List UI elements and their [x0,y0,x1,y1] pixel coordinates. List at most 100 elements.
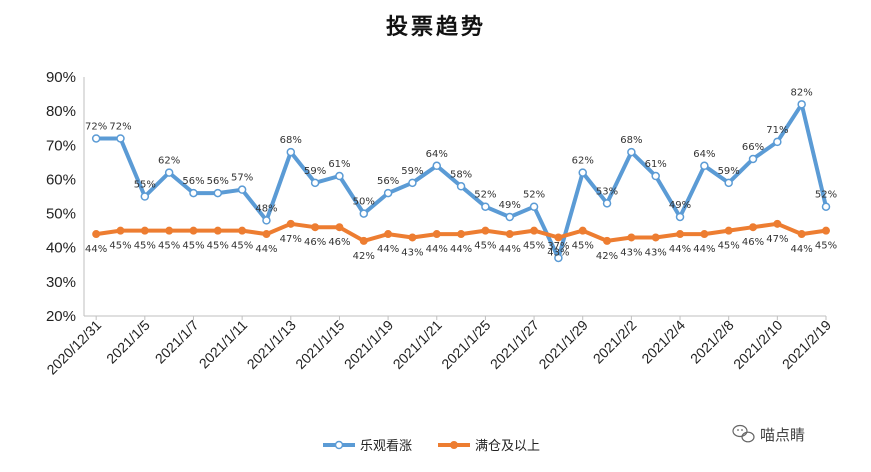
x-axis: 2020/12/312021/1/52021/1/72021/1/112021/… [43,315,835,378]
x-tick-label: 2021/2/4 [638,317,688,367]
data-point [603,236,612,245]
data-labels: 72% 72%55%62%56% 56% 57%48%68%59%61%50%56%5… [85,87,837,262]
y-tick-label: 50% [46,206,76,223]
data-label: 45% [523,241,545,252]
legend-label-optimistic: 乐观看涨 [360,438,412,454]
data-label: 61% [645,159,667,170]
data-point [724,226,733,235]
data-point [700,230,709,239]
data-label: 42% [596,251,618,262]
y-axis: 90% 80% 70% 60% 50% 40% 30% 20% [46,69,85,325]
data-label: 59% [304,166,326,177]
x-tick-label: 2021/1/29 [535,317,591,373]
data-label: 45% [815,241,837,252]
data-point [456,182,466,191]
data-point [481,202,490,211]
data-point [554,253,563,263]
data-label: 59% [401,166,423,177]
legend-item-full-position[interactable]: 满仓及以上 [438,439,540,454]
data-point [481,226,490,235]
data-point [310,178,320,188]
data-point [140,226,149,235]
data-label: 45% [572,241,594,252]
data-label: 57% [231,173,253,184]
data-label: 58% [450,169,472,180]
chart-title: 投票趋势 [386,14,486,40]
data-label: 47% [766,234,788,245]
y-tick-label: 90% [46,69,76,86]
data-label: 44% [426,244,448,255]
y-tick-label: 70% [46,137,76,154]
data-label: 53% [596,186,618,197]
x-tick-label: 2021/1/7 [152,317,202,367]
data-point [749,223,758,232]
x-tick-label: 2021/1/11 [196,317,251,372]
x-tick-label: 2021/2/19 [779,317,835,373]
data-point [432,161,442,171]
data-label: 68% [620,135,642,146]
data-point [408,233,417,242]
data-label: 45% [474,241,496,252]
x-tick-label: 2021/1/21 [390,317,446,373]
data-label: 37% [547,241,569,252]
data-point [627,147,636,157]
data-point [773,219,782,228]
watermark-text: 喵点睛 [760,426,805,444]
data-label: 43% [401,247,423,258]
data-point [140,192,150,201]
data-point [262,230,271,239]
data-point [627,233,636,242]
data-label: 82% [791,87,813,98]
data-label: 44% [450,244,472,255]
data-label: 64% [693,149,715,160]
data-label: 44% [693,244,715,255]
data-label: 45% [182,241,204,252]
data-point [91,134,101,143]
data-label: 43% [620,247,642,258]
data-label: 61% [328,159,350,170]
x-tick-label: 2021/1/25 [438,317,494,373]
data-point [359,236,368,245]
legend-item-optimistic[interactable]: 乐观看涨 [323,438,412,454]
legend-label-full-position: 满仓及以上 [475,439,540,454]
data-label: 45% [134,241,156,252]
data-label: 46% [328,237,350,248]
data-label: 49% [669,200,691,211]
x-tick-label: 2021/1/13 [244,317,300,373]
data-label: 52% [474,190,496,201]
data-label: 59% [718,166,740,177]
data-label: 44% [791,244,813,255]
data-point [578,168,587,177]
data-point [116,134,125,143]
x-tick-label: 2021/2/10 [730,317,786,373]
data-point [311,223,320,232]
data-point [335,171,344,181]
data-label: 42% [353,251,375,262]
data-point [505,212,514,222]
x-tick-label: 2021/2/2 [590,317,640,367]
data-label: 43% [645,247,667,258]
data-point [797,230,806,239]
data-label: 45% [207,241,229,252]
data-point [651,233,660,242]
data-point [773,137,782,147]
data-point [651,171,660,181]
legend[interactable]: 乐观看涨 满仓及以上 [323,438,540,454]
data-point [676,230,685,239]
data-label: 62% [572,156,594,167]
data-point [748,154,758,164]
data-point [457,230,466,239]
data-label: 45% [718,241,740,252]
data-label: 56% [377,176,399,187]
y-tick-label: 80% [46,103,76,120]
data-point [237,185,247,194]
data-label: 71% [766,125,788,136]
x-tick-label: 2021/2/8 [687,317,737,367]
data-label: 44% [377,244,399,255]
data-label: 46% [742,237,764,248]
data-label: 50% [353,197,375,208]
data-point [383,188,393,198]
data-label: 49% [499,200,521,211]
x-tick-label: 2020/12/31 [43,317,104,378]
data-point [165,226,174,235]
